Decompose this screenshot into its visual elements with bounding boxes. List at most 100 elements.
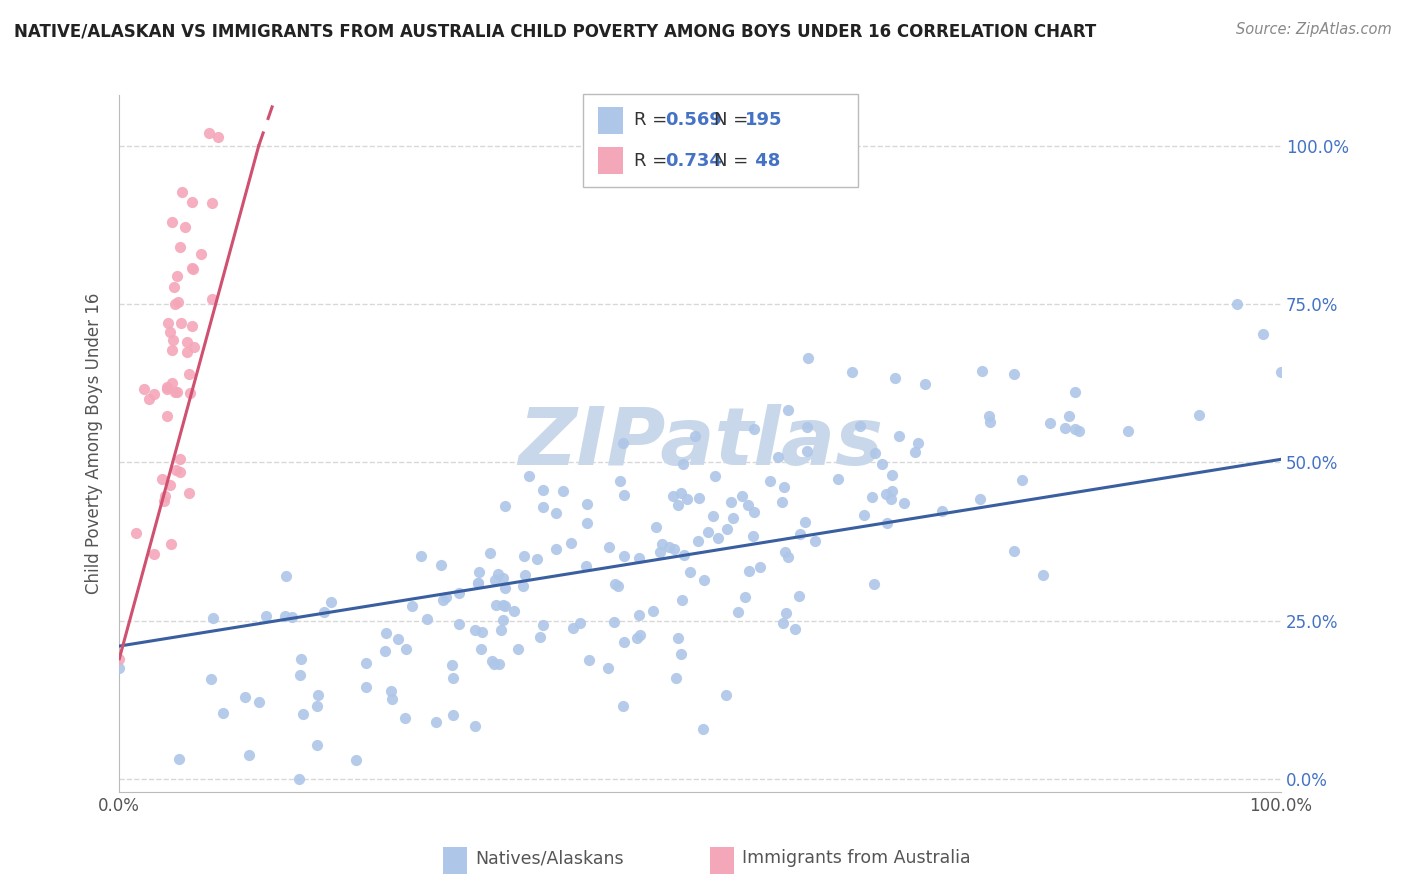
Point — [479, 546, 502, 560]
Text: R =: R = — [634, 112, 673, 129]
Point — [1188, 408, 1211, 422]
Point — [207, 130, 229, 145]
Point — [531, 618, 554, 632]
Point — [870, 457, 893, 471]
Point — [1039, 416, 1062, 430]
Point — [494, 599, 516, 613]
Point — [875, 487, 897, 501]
Point — [773, 544, 796, 558]
Point — [568, 615, 591, 630]
Point — [492, 571, 515, 585]
Point — [307, 688, 329, 702]
Point — [676, 491, 699, 506]
Point — [464, 719, 486, 733]
Point — [160, 376, 183, 390]
Point — [181, 318, 204, 333]
Point — [560, 536, 582, 550]
Point — [852, 508, 875, 522]
Point — [880, 483, 903, 498]
Point — [488, 657, 510, 671]
Point — [863, 446, 886, 460]
Point — [904, 445, 927, 459]
Point — [613, 549, 636, 564]
Point — [108, 652, 131, 666]
Point — [156, 380, 179, 394]
Point — [198, 126, 221, 140]
Point — [613, 488, 636, 502]
Point — [1251, 327, 1274, 342]
Point — [160, 343, 183, 357]
Point — [531, 500, 554, 514]
Point — [1053, 421, 1076, 435]
Text: ZIPatlas: ZIPatlas — [517, 404, 883, 483]
Point — [155, 489, 177, 503]
Point — [931, 504, 953, 518]
Point — [796, 444, 818, 458]
Point — [166, 294, 188, 309]
Point — [671, 593, 693, 607]
Point — [645, 520, 668, 534]
Point — [441, 671, 464, 685]
Y-axis label: Child Poverty Among Boys Under 16: Child Poverty Among Boys Under 16 — [86, 293, 103, 594]
Point — [492, 613, 515, 627]
Point — [447, 586, 470, 600]
Point — [156, 382, 179, 396]
Point — [613, 635, 636, 649]
Point — [305, 738, 328, 752]
Point — [665, 672, 688, 686]
Point — [1011, 473, 1033, 487]
Point — [612, 436, 634, 450]
Point — [849, 418, 872, 433]
Point — [172, 185, 194, 199]
Point — [628, 608, 651, 623]
Point — [626, 631, 648, 645]
Point — [179, 485, 201, 500]
Point — [789, 527, 811, 541]
Text: N =: N = — [714, 112, 754, 129]
Point — [787, 589, 810, 603]
Point — [685, 429, 707, 443]
Point — [575, 497, 598, 511]
Point — [108, 661, 131, 675]
Point — [598, 661, 620, 675]
Point — [200, 672, 222, 686]
Point — [1002, 367, 1025, 381]
Point — [692, 723, 714, 737]
Point — [434, 590, 457, 604]
Point — [170, 316, 193, 330]
Point — [401, 599, 423, 613]
Point — [1063, 422, 1085, 436]
Point — [305, 698, 328, 713]
Text: N =: N = — [714, 152, 754, 169]
Point — [727, 605, 749, 619]
Point — [775, 606, 797, 620]
Point — [793, 515, 815, 529]
Point — [394, 711, 416, 725]
Point — [471, 624, 494, 639]
Point — [716, 523, 738, 537]
Point — [737, 498, 759, 512]
Point — [1116, 424, 1139, 438]
Point — [770, 495, 793, 509]
Point — [179, 386, 201, 401]
Point — [688, 491, 710, 505]
Point — [759, 474, 782, 488]
Point — [748, 560, 770, 574]
Point — [1002, 544, 1025, 558]
Point — [409, 549, 432, 563]
Text: 195: 195 — [745, 112, 783, 129]
Point — [354, 656, 377, 670]
Point — [1067, 424, 1090, 438]
Point — [669, 647, 692, 661]
Text: R =: R = — [634, 152, 673, 169]
Point — [1226, 297, 1249, 311]
Point — [292, 706, 315, 721]
Point — [841, 365, 863, 379]
Point — [441, 657, 464, 672]
Point — [1270, 365, 1292, 379]
Point — [742, 505, 765, 519]
Point — [979, 415, 1001, 429]
Point — [531, 483, 554, 497]
Point — [150, 472, 173, 486]
Point — [703, 468, 725, 483]
